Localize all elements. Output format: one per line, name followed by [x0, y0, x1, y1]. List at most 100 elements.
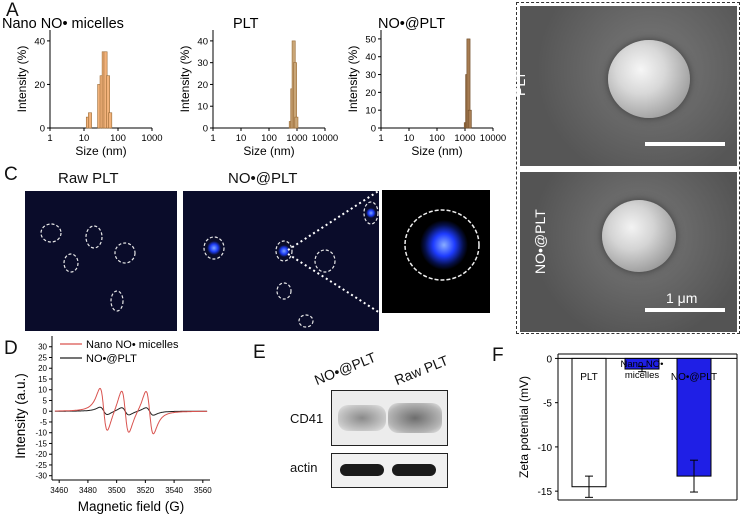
cell-outline [404, 209, 480, 281]
blot-col-no-plt: NO•@PLT [312, 348, 379, 388]
category-label: Nano NO• [621, 359, 664, 370]
x-tick-label: 3560 [194, 486, 212, 495]
x-tick-label: 10 [236, 133, 247, 144]
y-tick-label: 0 [371, 124, 376, 135]
x-tick-label: 1 [210, 133, 215, 144]
cell-outline [110, 290, 124, 312]
y-tick-label: 40 [197, 36, 208, 47]
cell-outline [203, 236, 225, 260]
fluor-image-raw-plt [25, 191, 177, 331]
y-tick-label: 20 [38, 364, 47, 373]
cell-outline [85, 225, 103, 249]
x-tick-label: 1000 [454, 133, 475, 144]
blot-row-cd41: CD41 [290, 411, 324, 426]
x-tick-label: 3460 [50, 486, 68, 495]
platelet-particle [608, 40, 690, 118]
x-tick-label: 100 [261, 133, 277, 144]
chart-title: Nano NO• micelles [2, 16, 124, 32]
y-tick-label: 5 [43, 396, 48, 405]
spectrum-line [54, 387, 208, 435]
x-tick-label: 10000 [312, 133, 338, 144]
y-axis-label: Intensity (%) [346, 46, 360, 113]
blot-row-actin: actin [290, 460, 318, 475]
panel-label-c: C [4, 164, 18, 185]
y-tick-label: 0 [546, 354, 552, 365]
blot-band [338, 405, 386, 431]
panel-label-a: A [6, 0, 19, 21]
x-tick-label: 3500 [108, 486, 126, 495]
category-label: micelles [625, 370, 660, 381]
y-tick-label: 40 [34, 36, 45, 47]
panel-label-e: E [253, 342, 266, 363]
cell-outline [298, 314, 314, 328]
scale-bar-label: 1 μm [666, 290, 698, 306]
histogram-bar [106, 75, 110, 129]
y-axis-label: Intensity (%) [178, 46, 192, 113]
cell-outline [114, 242, 136, 264]
chart-title: NO•@PLT [378, 16, 445, 32]
histogram-bar [467, 109, 472, 129]
histogram-bar [88, 112, 92, 129]
spectrum-line [54, 406, 208, 416]
fluor-zoom-inset [381, 189, 491, 314]
dls-chart-nano-micelles: Nano NO• micelles 1 10 100 1000 0 20 40 Size (nm… [2, 16, 163, 158]
y-tick-label: -10 [35, 429, 47, 438]
zeta-potential-chart: 0 -5 -10 -15 Zeta potential (mV) PLT Nano NO•m… [517, 353, 738, 501]
x-tick-label: 1000 [286, 133, 307, 144]
dls-chart-no-plt: NO•@PLT 1 10 100 1000 10000 0 10 20 30 40 50 Size (n… [346, 16, 506, 158]
x-tick-label: 10 [79, 133, 90, 144]
y-tick-label: 20 [197, 80, 208, 91]
blot-band [388, 403, 442, 433]
x-tick-label: 1000 [141, 133, 162, 144]
y-tick-label: -30 [35, 472, 47, 481]
cell-outline [63, 253, 79, 273]
y-tick-label: -20 [35, 450, 47, 459]
y-tick-label: 10 [197, 102, 208, 113]
panel-label-f: F [492, 345, 504, 366]
y-tick-label: 0 [43, 407, 48, 416]
scale-bar [645, 308, 725, 312]
blot-band [340, 464, 384, 476]
x-axis-label: Size (nm) [243, 144, 294, 158]
fluorescent-cell [207, 241, 221, 255]
fluor-label-no-plt: NO•@PLT [228, 170, 298, 187]
histogram-bar [294, 116, 299, 129]
category-label: NO•@PLT [671, 372, 717, 383]
y-tick-label: 10 [365, 106, 376, 117]
y-tick-label: 0 [40, 124, 45, 135]
cell-outline [363, 201, 379, 225]
fluor-image-no-plt [183, 191, 379, 331]
cell-outline [314, 249, 336, 273]
sem-label-plt: PLT [512, 71, 528, 96]
y-tick-label: 20 [365, 88, 376, 99]
y-tick-label: 0 [203, 124, 208, 135]
x-axis-label: Magnetic field (G) [78, 499, 185, 514]
legend-label: Nano NO• micelles [86, 339, 179, 351]
fluor-label-raw: Raw PLT [58, 170, 119, 187]
x-tick-label: 10 [404, 133, 415, 144]
y-tick-label: 30 [365, 70, 376, 81]
blot-cd41 [331, 390, 448, 446]
sem-image-no-plt [520, 172, 737, 332]
fluorescent-cell [420, 220, 468, 270]
blot-actin [331, 453, 448, 488]
x-tick-label: 1 [47, 133, 52, 144]
sem-image-plt [520, 6, 737, 166]
x-axis-label: Size (nm) [411, 144, 462, 158]
y-tick-label: 15 [38, 375, 47, 384]
y-tick-label: 30 [197, 58, 208, 69]
category-label: PLT [580, 372, 598, 383]
x-tick-label: 3480 [79, 486, 97, 495]
y-tick-label: 25 [38, 353, 47, 362]
y-tick-label: -5 [543, 399, 552, 410]
zeta-bar [676, 357, 712, 477]
x-tick-label: 3540 [165, 486, 183, 495]
x-tick-label: 3520 [136, 486, 154, 495]
sem-label-no-plt: NO•@PLT [532, 209, 548, 274]
fluorescent-cell [366, 208, 376, 218]
blot-col-raw-plt: Raw PLT [392, 351, 451, 388]
x-axis-label: Size (nm) [75, 144, 126, 158]
y-tick-label: 20 [34, 80, 45, 91]
y-tick-label: -25 [35, 461, 47, 470]
